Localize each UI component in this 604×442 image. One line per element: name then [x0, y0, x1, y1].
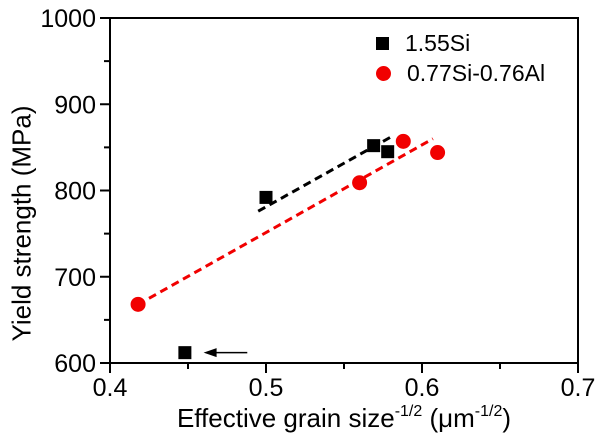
x-tick-label: 0.4: [93, 374, 128, 402]
data-points-group: [130, 133, 446, 360]
y-tick-label: 600: [54, 350, 96, 378]
x-axis-title-superscript: -1/2: [394, 403, 423, 420]
legend-entry-1-label: 1.55Si: [405, 30, 471, 56]
data-point-circle: [395, 133, 411, 149]
axis-ticks-group: [100, 17, 579, 373]
data-point-square: [367, 139, 381, 153]
y-axis-title: Yield strength (MPa): [6, 105, 37, 342]
data-point-circle: [130, 296, 146, 312]
data-point-circle: [430, 145, 446, 161]
trendlines-group: [148, 133, 434, 300]
data-point-square: [381, 145, 395, 159]
axes-frame: [109, 17, 579, 364]
plot-border: [109, 17, 579, 364]
arrow-head-icon: [203, 348, 217, 358]
annotations-group: [203, 348, 248, 358]
y-tick-label: 1000: [40, 5, 96, 33]
legend-square-marker-icon: [376, 37, 389, 50]
y-tick-label: 900: [54, 91, 96, 119]
x-axis-unit-open: (: [422, 403, 439, 433]
data-point-circle: [352, 175, 368, 191]
tick-labels-group: 0.4 0.5 0.6 0.7 600 700 800 900 1000: [40, 5, 595, 402]
x-axis-unit: μm: [438, 403, 475, 433]
x-axis-unit-close: ): [502, 403, 512, 433]
data-point-square: [259, 190, 273, 204]
y-tick-label: 700: [54, 264, 96, 292]
legend: 1.55Si 0.77Si-0.76Al: [376, 31, 545, 86]
x-axis-title: Effective grain size-1/2 (μm-1/2): [110, 403, 578, 434]
legend-entry-2: 0.77Si-0.76Al: [376, 61, 545, 86]
trendline-0.77Si-0.76Al: [148, 137, 434, 300]
x-tick-label: 0.7: [561, 374, 596, 402]
x-tick-label: 0.6: [405, 374, 440, 402]
legend-entry-1: 1.55Si: [376, 31, 545, 56]
x-tick-label: 0.5: [249, 374, 284, 402]
legend-circle-marker-icon: [376, 66, 391, 81]
x-axis-unit-superscript: -1/2: [474, 403, 503, 420]
y-tick-label: 800: [54, 178, 96, 206]
legend-entry-2-label: 0.77Si-0.76Al: [407, 60, 546, 86]
x-axis-title-text: Effective grain size: [176, 403, 395, 433]
data-point-square: [178, 346, 192, 360]
